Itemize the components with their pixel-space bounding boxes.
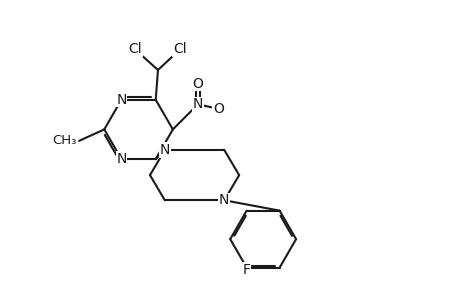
Text: Cl: Cl — [173, 42, 186, 56]
Text: N: N — [116, 152, 126, 166]
Text: N: N — [192, 97, 203, 111]
Text: N: N — [218, 193, 229, 207]
Text: CH₃: CH₃ — [52, 134, 77, 147]
Text: N: N — [159, 143, 170, 157]
Text: Cl: Cl — [128, 42, 142, 56]
Text: F: F — [242, 263, 250, 277]
Text: O: O — [192, 77, 203, 91]
Text: O: O — [213, 102, 224, 116]
Text: N: N — [116, 93, 126, 107]
